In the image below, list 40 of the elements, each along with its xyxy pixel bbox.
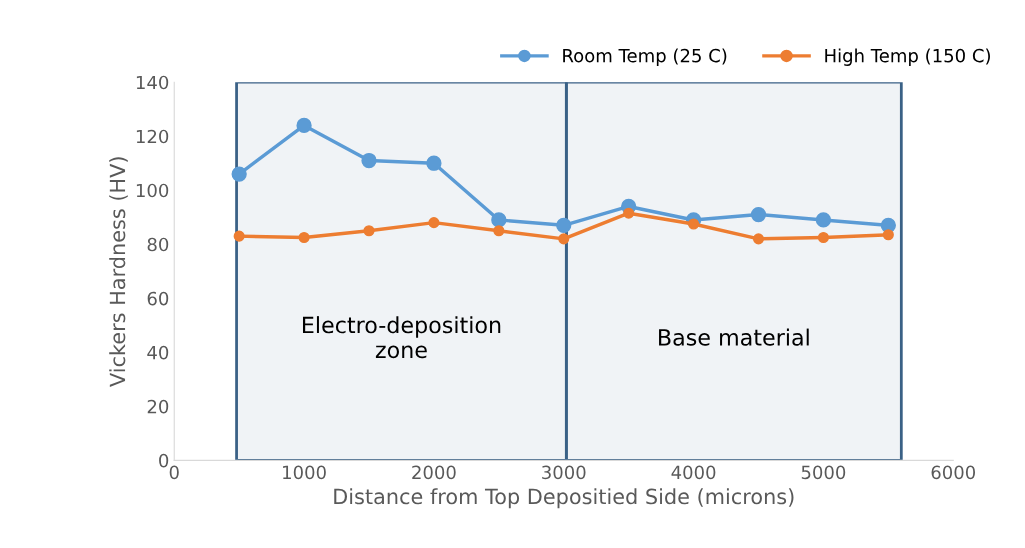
y-tick-label: 60 — [147, 291, 169, 306]
point — [428, 217, 440, 229]
x-axis-title: Distance from Top Depositied Side (microns) — [334, 488, 794, 509]
point — [363, 225, 375, 237]
point — [556, 217, 572, 233]
x-tick-label: 0 — [169, 465, 179, 480]
x-tick-label: 1000 — [283, 465, 326, 480]
point — [491, 212, 507, 228]
point — [688, 218, 700, 230]
y-tick-label: 140 — [136, 75, 169, 90]
y-tick-label: 80 — [147, 237, 169, 252]
point — [298, 231, 310, 244]
point — [361, 152, 377, 169]
point — [623, 207, 635, 219]
point — [750, 206, 767, 223]
point — [882, 229, 894, 241]
y-tick-label: 0 — [159, 453, 169, 468]
x-tick-label: 4000 — [671, 465, 716, 480]
y-tick-label: 120 — [136, 129, 169, 144]
point — [817, 231, 829, 244]
point — [752, 233, 765, 245]
y-axis-title: Vickers Hardness (HV) — [109, 157, 128, 387]
point — [815, 212, 832, 228]
y-tick-label: 20 — [147, 399, 169, 414]
point — [426, 155, 442, 171]
band-label: Electro-deposition zone — [302, 316, 501, 359]
x-tick-label: 3000 — [542, 465, 586, 480]
x-tick-label: 5000 — [801, 465, 846, 480]
point — [233, 230, 245, 242]
y-tick-label: 40 — [147, 345, 169, 360]
legend-label: High Temp (150 C) — [825, 48, 990, 66]
point — [296, 117, 312, 134]
point — [493, 225, 505, 237]
legend-label: Room Temp (25 C) — [563, 48, 727, 66]
y-tick-label: 100 — [136, 183, 169, 198]
point — [231, 166, 247, 182]
x-tick-label: 6000 — [931, 465, 976, 480]
point — [558, 233, 570, 245]
band-label: Base material — [659, 328, 809, 346]
x-tick-label: 2000 — [412, 465, 456, 480]
